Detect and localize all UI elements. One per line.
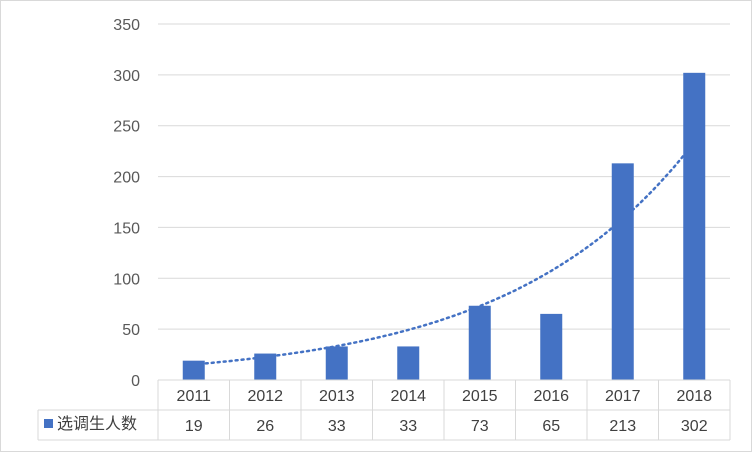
legend-label: 选调生人数 [57, 414, 137, 433]
x-category-label: 2018 [676, 388, 712, 405]
bar [683, 72, 706, 380]
y-axis-ticks: 0 50 100 150 200 250 300 350 [113, 17, 140, 390]
x-category-label: 2015 [462, 388, 498, 405]
y-tick-label: 350 [113, 17, 140, 34]
x-category-label: 2017 [605, 388, 641, 405]
data-table: 2011 19 2012 26 2013 33 2014 33 2015 73 2016 65 2017… [37, 379, 731, 441]
x-category-label: 2012 [247, 388, 283, 405]
bar [468, 305, 491, 380]
legend-swatch [44, 419, 53, 428]
bar [254, 353, 277, 380]
table-value: 73 [471, 418, 489, 435]
bar [325, 346, 348, 380]
y-tick-label: 250 [113, 119, 140, 136]
bar [182, 360, 205, 380]
bar [397, 346, 420, 380]
legend: 选调生人数 [44, 414, 137, 433]
table-value: 65 [542, 418, 560, 435]
x-category-label: 2013 [319, 388, 355, 405]
y-tick-label: 200 [113, 170, 140, 187]
bar [540, 313, 563, 380]
bar [611, 163, 634, 380]
x-category-label: 2014 [390, 388, 426, 405]
trendline [192, 140, 696, 366]
table-value: 33 [328, 418, 346, 435]
table-value: 26 [256, 418, 274, 435]
y-tick-label: 150 [113, 220, 140, 237]
gridlines [158, 23, 730, 330]
y-tick-label: 100 [113, 271, 140, 288]
table-value: 19 [185, 418, 203, 435]
y-tick-label: 0 [131, 373, 140, 390]
x-category-label: 2016 [533, 388, 569, 405]
x-category-label: 2011 [177, 388, 212, 405]
table-value: 302 [681, 418, 708, 435]
table-value: 213 [609, 418, 636, 435]
y-tick-label: 50 [122, 322, 140, 339]
table-value: 33 [399, 418, 417, 435]
y-tick-label: 300 [113, 68, 140, 85]
bars [182, 72, 706, 380]
